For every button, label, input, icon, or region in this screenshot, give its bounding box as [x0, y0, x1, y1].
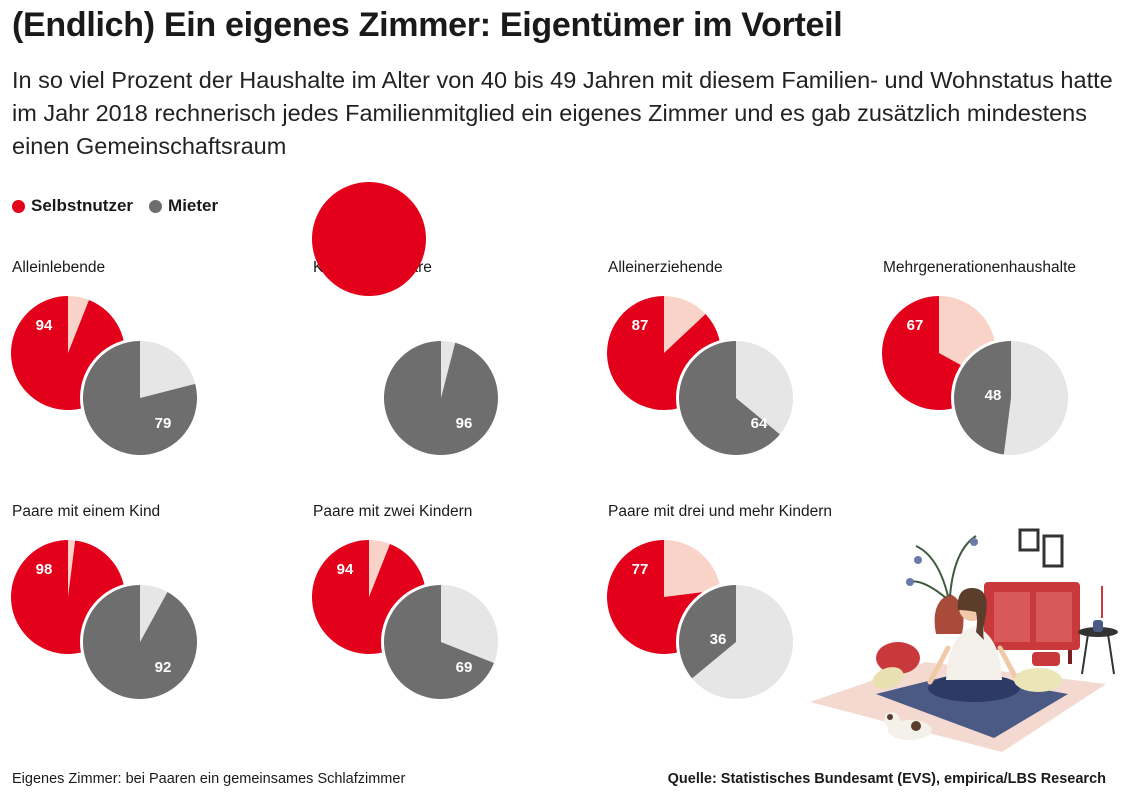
- panel-7-owner-rest-slice: [664, 540, 721, 597]
- panel-6: Paare mit zwei Kindern 94 69: [311, 503, 501, 702]
- legend-owner-label: Selbstnutzer: [31, 196, 134, 215]
- panel-4-renter-rest-slice: [1003, 341, 1068, 455]
- source-note: Quelle: Statistisches Bundesamt (EVS), e…: [667, 771, 1106, 787]
- panel-2-renter-rest-slice: [441, 341, 456, 398]
- panel-3: Alleinerziehende 87 64: [607, 259, 796, 458]
- legend-item-owner: Selbstnutzer: [12, 196, 133, 216]
- panel-2-owner-value-label: 100: [332, 317, 357, 334]
- panel-6-owner-value-label: 94: [337, 561, 354, 578]
- panel-2-owner-value-slice: [311, 182, 426, 296]
- panel-2-renter-value-label: 96: [456, 415, 473, 432]
- panel-6-owner-rest-slice: [369, 540, 390, 597]
- panel-3-owner-value-label: 87: [632, 317, 649, 334]
- panel-1-owner-value-label: 94: [36, 317, 53, 334]
- panel-5-title: Paare mit einem Kind: [12, 503, 160, 520]
- panel-5-owner-value-label: 98: [36, 561, 53, 578]
- panel-6-renter-value-slice: [384, 585, 494, 700]
- legend-item-renter: Mieter: [149, 196, 218, 216]
- panel-5: Paare mit einem Kind 98 92: [11, 503, 200, 702]
- panel-1-renter-rest-slice: [140, 341, 196, 398]
- panel-4-renter-value-slice: [954, 341, 1011, 455]
- panel-5-owner-rest-slice: [68, 540, 76, 597]
- panel-1-title: Alleinlebende: [12, 259, 105, 276]
- panel-4-owner-value-label: 67: [907, 317, 924, 334]
- panel-1-renter-value-slice: [83, 341, 197, 455]
- panel-4: Mehrgenerationenhaushalte 67 48: [882, 259, 1076, 458]
- panel-3-renter-value-slice: [679, 341, 780, 455]
- panel-5-renter-rest-slice: [140, 585, 168, 642]
- legend-owner-swatch: [12, 199, 25, 213]
- legend: Selbstnutzer Mieter: [12, 196, 234, 216]
- chart-subtitle: In so viel Prozent der Haushalte im Alte…: [12, 67, 1113, 159]
- legend-renter-label: Mieter: [168, 196, 219, 215]
- footnote: Eigenes Zimmer: bei Paaren ein gemeinsam…: [12, 771, 406, 787]
- panel-1-owner-rest-slice: [68, 296, 89, 353]
- panel-3-renter-value-label: 64: [751, 415, 768, 432]
- panel-4-title: Mehrgenerationenhaushalte: [883, 259, 1076, 276]
- legend-renter-swatch: [149, 199, 163, 213]
- panel-7-renter-value-slice: [678, 585, 736, 679]
- panel-6-renter-rest-slice: [441, 584, 499, 663]
- panel-6-renter-value-label: 69: [456, 659, 473, 676]
- panel-3-owner-rest-slice: [664, 296, 706, 353]
- illustration-woman-meditating: [810, 528, 1118, 752]
- panel-7-title: Paare mit drei und mehr Kindern: [608, 503, 832, 520]
- panel-1: Alleinlebende 94 79: [11, 259, 200, 458]
- panel-7-owner-value-label: 77: [632, 561, 649, 578]
- panel-5-renter-value-slice: [82, 585, 197, 699]
- panel-2-renter-value-slice: [384, 341, 498, 456]
- panel-5-renter-value-label: 92: [155, 659, 172, 676]
- panel-7-renter-rest-slice: [692, 585, 793, 700]
- panel-2: Kinderlose Paare10096: [311, 182, 501, 458]
- panel-3-title: Alleinerziehende: [608, 259, 723, 276]
- panel-7-renter-value-label: 36: [710, 631, 727, 648]
- panel-6-title: Paare mit zwei Kindern: [313, 503, 472, 520]
- panel-7: Paare mit drei und mehr Kindern 77 36: [607, 503, 832, 702]
- panel-1-renter-value-label: 79: [155, 415, 172, 432]
- chart-title: (Endlich) Ein eigenes Zimmer: Eigentümer…: [12, 6, 843, 44]
- panel-3-renter-rest-slice: [736, 341, 793, 435]
- panel-4-renter-value-label: 48: [985, 387, 1002, 404]
